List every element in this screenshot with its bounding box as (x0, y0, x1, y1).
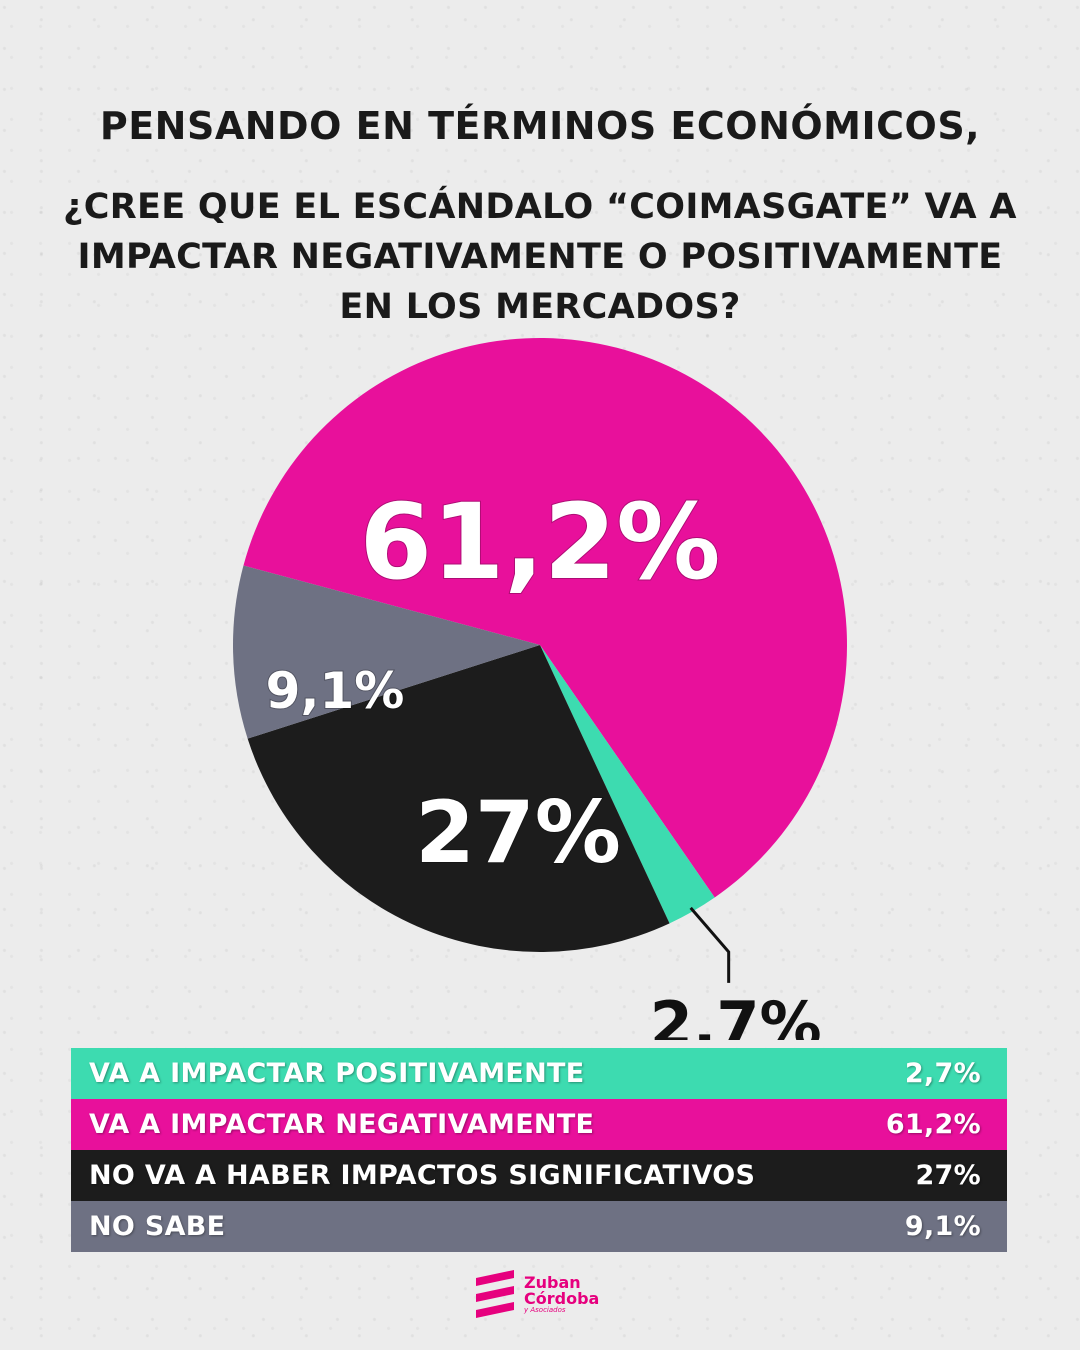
question-line-3: EN LOS MERCADOS? (339, 287, 741, 327)
legend-row: VA A IMPACTAR POSITIVAMENTE 2,7% (71, 1048, 1007, 1099)
legend-label: VA A IMPACTAR POSITIVAMENTE (89, 1058, 585, 1089)
legend-label: NO VA A HABER IMPACTOS SIGNIFICATIVOS (89, 1160, 756, 1191)
legend-label: VA A IMPACTAR NEGATIVAMENTE (89, 1109, 595, 1140)
legend-value: 27% (915, 1160, 981, 1191)
pie-labels: 61,2% 2,7% 27% 9,1% (265, 480, 822, 1040)
legend: VA A IMPACTAR POSITIVAMENTE 2,7% VA A IMPA… (71, 1048, 1007, 1252)
pie-slices (233, 338, 848, 953)
brand-name-3: y Asociados (524, 1305, 566, 1314)
slice-label-3: 27% (415, 783, 621, 883)
question-line-2: IMPACTAR NEGATIVAMENTE O POSITIVAMENTE (77, 237, 1003, 277)
slice-label-1: 61,2% (360, 481, 721, 603)
brand-logo: Zuban Córdoba y Asociados (474, 1268, 599, 1320)
legend-value: 2,7% (904, 1058, 981, 1089)
slice-label-4: 9,1% (266, 662, 405, 720)
slice-label-2: 2,7% (650, 988, 822, 1040)
question-intro: PENSANDO EN TÉRMINOS ECONÓMICOS, (99, 104, 981, 148)
brand-mark-icon (476, 1270, 514, 1318)
brand-name-1: Zuban (524, 1272, 581, 1292)
legend-value: 61,2% (885, 1109, 981, 1140)
brand-name-2: Córdoba (524, 1288, 600, 1308)
legend-row: VA A IMPACTAR NEGATIVAMENTE 61,2% (71, 1099, 1007, 1150)
pie-slice-2 (540, 645, 715, 924)
pie-slice-1 (243, 338, 848, 898)
pie-chart: 61,2% 2,7% 27% 9,1% (233, 338, 848, 1040)
pie-slice-3 (247, 645, 670, 953)
legend-value: 9,1% (904, 1211, 981, 1242)
question-text: ¿CREE QUE EL ESCÁNDALO “COIMASGATE” VA A… (0, 182, 1080, 332)
legend-label: NO SABE (89, 1211, 226, 1242)
question-line-1: ¿CREE QUE EL ESCÁNDALO “COIMASGATE” VA A (63, 187, 1017, 227)
leader-line (689, 906, 731, 983)
legend-row: NO VA A HABER IMPACTOS SIGNIFICATIVOS 27% (71, 1150, 1007, 1201)
pie-slice-4 (233, 565, 540, 739)
legend-row: NO SABE 9,1% (71, 1201, 1007, 1252)
